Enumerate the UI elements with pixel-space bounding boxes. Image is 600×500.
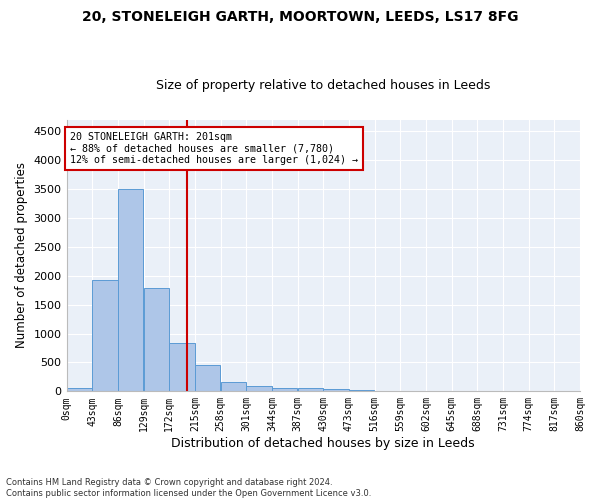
Text: Contains HM Land Registry data © Crown copyright and database right 2024.
Contai: Contains HM Land Registry data © Crown c… [6, 478, 371, 498]
Bar [272, 388, 298, 392]
Bar [67, 388, 92, 392]
Bar [298, 388, 323, 392]
Bar [221, 382, 246, 392]
Text: 20, STONELEIGH GARTH, MOORTOWN, LEEDS, LS17 8FG: 20, STONELEIGH GARTH, MOORTOWN, LEEDS, L… [82, 10, 518, 24]
Bar [144, 288, 169, 392]
X-axis label: Distribution of detached houses by size in Leeds: Distribution of detached houses by size … [172, 437, 475, 450]
Bar [349, 390, 374, 392]
Y-axis label: Number of detached properties: Number of detached properties [15, 162, 28, 348]
Bar [118, 189, 143, 392]
Text: 20 STONELEIGH GARTH: 201sqm
← 88% of detached houses are smaller (7,780)
12% of : 20 STONELEIGH GARTH: 201sqm ← 88% of det… [70, 132, 358, 166]
Title: Size of property relative to detached houses in Leeds: Size of property relative to detached ho… [156, 79, 490, 92]
Bar [195, 364, 220, 392]
Bar [247, 386, 272, 392]
Bar [92, 280, 118, 392]
Bar [169, 343, 195, 392]
Bar [323, 390, 349, 392]
